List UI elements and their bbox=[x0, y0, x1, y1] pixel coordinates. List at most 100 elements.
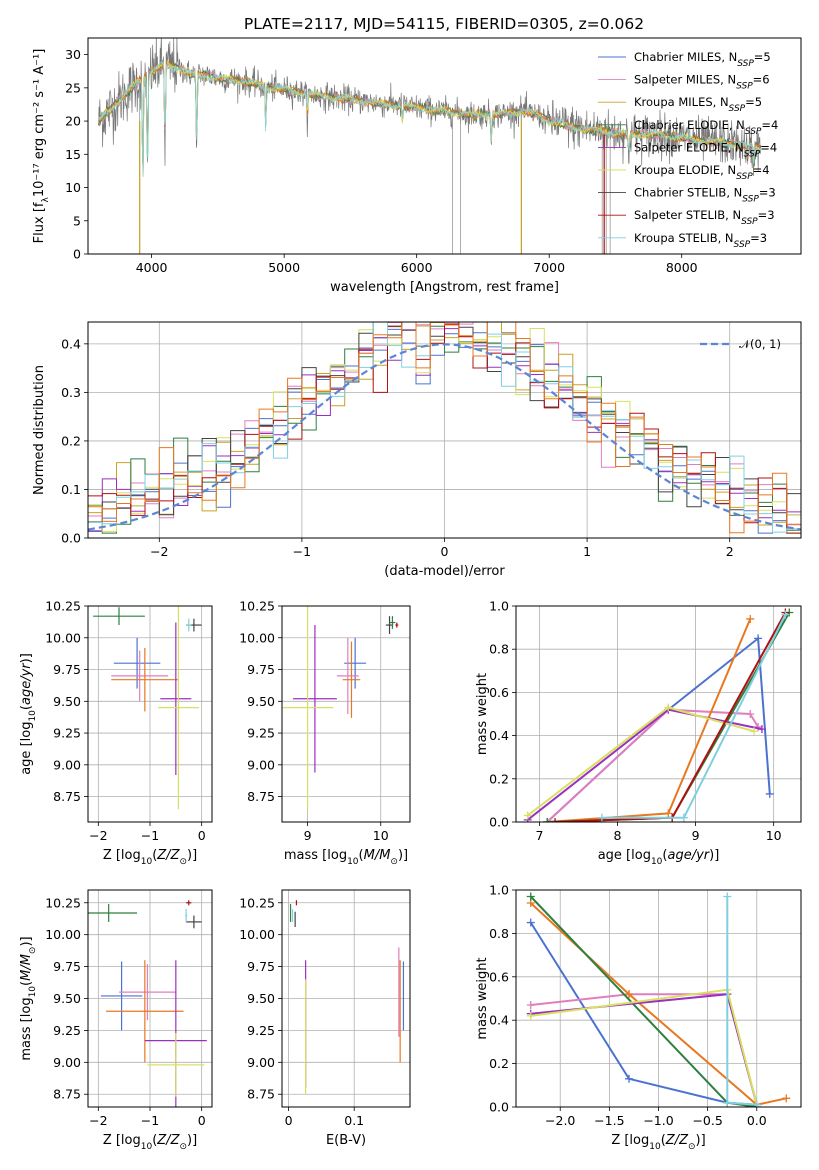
y-tick-label: 9.50 bbox=[247, 991, 275, 1006]
axes-age_vs_mass: 9 10 8.75 9.00 9.25 9.50 9.75 10.00 10.25 mass [l… bbox=[239, 599, 411, 867]
y-tick-label: 10.25 bbox=[239, 895, 275, 910]
y-tick-label: 0.2 bbox=[489, 771, 509, 786]
y-tick-label: 9.50 bbox=[53, 694, 81, 709]
plot-area bbox=[88, 322, 801, 534]
series-point-marker bbox=[679, 813, 688, 822]
legend-label: Kroupa STELIB, NSSP=3 bbox=[634, 231, 767, 250]
y-tick-label: 20 bbox=[65, 114, 81, 129]
y-tick-label: 5 bbox=[73, 213, 81, 228]
y-axis-label: age [log10(age/yr)] bbox=[19, 653, 38, 775]
x-tick-label: 0 bbox=[441, 544, 449, 559]
histogram-step-line bbox=[88, 322, 801, 532]
histogram-step-line bbox=[88, 322, 801, 534]
axes-massweight_vs_age: 7 8 9 10 0.0 0.2 0.4 0.6 0.8 1.0 age [log10(age/yr… bbox=[475, 599, 802, 867]
legend-label: Kroupa MILES, NSSP=5 bbox=[634, 95, 762, 114]
axes-residuals: −2 −1 0 1 2 0.0 0.1 0.2 0.3 0.4 𝒩(0, 1) (data-model… bbox=[32, 321, 802, 579]
plot-area bbox=[282, 606, 399, 810]
series-line bbox=[546, 708, 759, 822]
series-point-marker bbox=[781, 610, 790, 619]
series-line bbox=[726, 896, 757, 1106]
axes-front: −2 −1 0 8.75 9.00 9.25 9.50 9.75 10.00 10.25 Z [lo… bbox=[19, 889, 213, 1152]
y-tick-label: 1.0 bbox=[489, 599, 509, 614]
y-tick-label: 9.00 bbox=[247, 757, 275, 772]
x-axis-label: mass [log10(M/M⊙)] bbox=[284, 848, 408, 867]
y-tick-label: 0.6 bbox=[489, 969, 509, 984]
axes-front: 0 0.1 8.75 9.00 9.25 9.50 9.75 10.00 10.25 E(B-V) bbox=[239, 889, 411, 1148]
series-point-marker bbox=[757, 725, 766, 734]
x-axis-label: age [log10(age/yr)] bbox=[598, 848, 720, 867]
y-tick-label: 0.3 bbox=[61, 385, 81, 400]
y-tick-label: 9.00 bbox=[247, 1055, 275, 1070]
y-tick-label: 8.75 bbox=[247, 1087, 275, 1102]
legend: 𝒩(0, 1) bbox=[700, 337, 781, 351]
axes-massweight_vs_Z: −2.0 −1.5 −1.0 −0.5 0.0 0.0 0.2 0.4 0.6 0.8 1.0 Z [… bbox=[475, 883, 802, 1152]
y-tick-label: 10.00 bbox=[45, 927, 81, 942]
legend-label: Chabrier ELODIE, NSSP=4 bbox=[634, 118, 778, 137]
x-tick-label: −0.5 bbox=[692, 1113, 722, 1128]
series-point-marker bbox=[625, 990, 634, 999]
series-point-marker bbox=[752, 1100, 761, 1107]
x-axis-label: Z [log10(Z/Z⊙)] bbox=[103, 848, 197, 867]
y-tick-label: 9.75 bbox=[53, 662, 81, 677]
x-axis-label: wavelength [Angstrom, rest frame] bbox=[330, 280, 559, 295]
x-tick-label: −1.0 bbox=[643, 1113, 673, 1128]
y-axis-label: mass weight bbox=[475, 673, 490, 755]
y-axis-label: Flux [fλ10⁻¹⁷ erg cm⁻² s⁻¹ A⁻¹] bbox=[32, 49, 51, 244]
y-tick-label: 9.25 bbox=[247, 726, 275, 741]
x-tick-label: −1.5 bbox=[594, 1113, 624, 1128]
histogram-step-line bbox=[88, 322, 801, 532]
y-tick-label: 30 bbox=[65, 47, 81, 62]
y-tick-label: 0 bbox=[73, 247, 81, 262]
plot-area bbox=[526, 892, 791, 1107]
series-point-marker bbox=[746, 614, 755, 623]
x-tick-label: 1 bbox=[583, 544, 591, 559]
y-tick-label: 9.50 bbox=[247, 694, 275, 709]
y-tick-label: 0.8 bbox=[489, 926, 509, 941]
series-point-marker bbox=[551, 818, 560, 822]
x-axis-label: (data-model)/error bbox=[384, 564, 505, 579]
x-tick-label: 0.0 bbox=[747, 1113, 767, 1128]
series-point-marker bbox=[526, 918, 535, 927]
legend-label: Chabrier STELIB, NSSP=3 bbox=[634, 186, 776, 205]
model-line bbox=[98, 60, 762, 175]
x-tick-label: 5000 bbox=[268, 260, 300, 275]
x-axis-label: E(B-V) bbox=[326, 1133, 366, 1148]
axes-frame bbox=[515, 605, 802, 823]
x-tick-label: 7000 bbox=[533, 260, 565, 275]
x-tick-label: −2 bbox=[89, 828, 107, 843]
series-point-marker bbox=[625, 1074, 634, 1083]
x-tick-label: 8 bbox=[614, 828, 622, 843]
x-axis-label: Z [log10(Z/Z⊙)] bbox=[611, 1133, 705, 1152]
y-tick-label: 10.00 bbox=[239, 630, 275, 645]
axes-mass_vs_EBV: 0 0.1 8.75 9.00 9.25 9.50 9.75 10.00 10.25 E(B-V) bbox=[239, 889, 411, 1148]
axes-front: −2.0 −1.5 −1.0 −0.5 0.0 0.0 0.2 0.4 0.6 0.8 1.0 Z [… bbox=[475, 883, 802, 1152]
x-tick-label: 10 bbox=[766, 828, 782, 843]
y-tick-label: 10.25 bbox=[45, 599, 81, 614]
legend-label: Salpeter MILES, NSSP=6 bbox=[634, 73, 770, 92]
axes-frame bbox=[87, 889, 213, 1108]
x-tick-label: 8000 bbox=[666, 260, 698, 275]
x-tick-label: −2 bbox=[89, 1113, 107, 1128]
x-tick-label: 10 bbox=[373, 828, 389, 843]
x-tick-label: 0 bbox=[198, 1113, 206, 1128]
y-tick-label: 15 bbox=[65, 147, 81, 162]
legend-label: Salpeter ELODIE, NSSP=4 bbox=[634, 140, 777, 159]
normal-curve bbox=[88, 343, 801, 531]
axes-frame bbox=[281, 605, 411, 823]
series-point-marker bbox=[523, 811, 532, 820]
x-tick-label: 4000 bbox=[136, 260, 168, 275]
series-point-marker bbox=[746, 710, 755, 718]
series-point-marker bbox=[526, 1001, 535, 1010]
series-point-marker bbox=[664, 809, 673, 818]
y-tick-label: 8.75 bbox=[247, 789, 275, 804]
y-axis-label: mass [log10(M/M⊙)] bbox=[19, 936, 38, 1060]
y-tick-label: 0.0 bbox=[489, 1100, 509, 1115]
axes-age_vs_Z: −2 −1 0 8.75 9.00 9.25 9.50 9.75 10.00 10.25 Z [lo… bbox=[19, 599, 213, 867]
histogram-step-line bbox=[88, 322, 801, 534]
axes-mass_vs_Z: −2 −1 0 8.75 9.00 9.25 9.50 9.75 10.00 10.25 Z [lo… bbox=[19, 889, 213, 1152]
legend-label: 𝒩(0, 1) bbox=[739, 337, 781, 351]
x-tick-label: −1 bbox=[141, 828, 159, 843]
axes-frame bbox=[281, 889, 411, 1108]
x-tick-label: 7 bbox=[535, 828, 543, 843]
y-tick-label: 9.25 bbox=[53, 726, 81, 741]
